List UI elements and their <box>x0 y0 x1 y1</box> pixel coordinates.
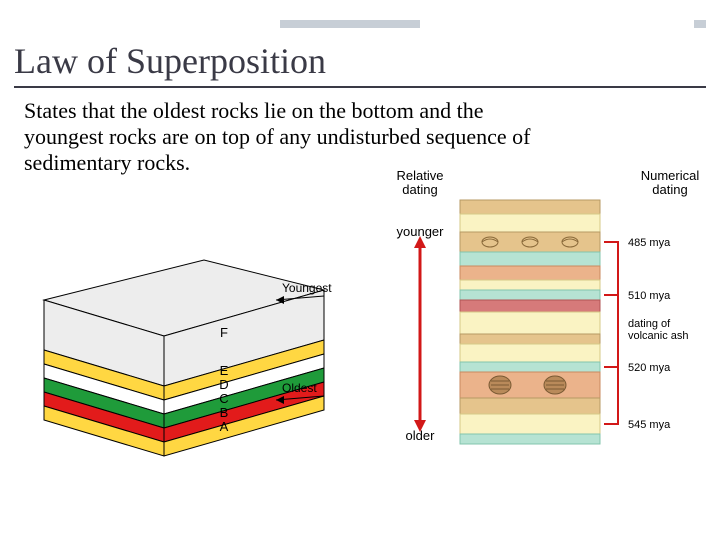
svg-text:Youngest: Youngest <box>282 281 332 295</box>
svg-text:Relative: Relative <box>397 168 444 183</box>
svg-text:dating: dating <box>402 182 437 197</box>
svg-text:E: E <box>220 363 229 378</box>
svg-text:D: D <box>219 377 228 392</box>
accent-bar-right <box>694 20 706 28</box>
title-underline <box>14 86 706 88</box>
svg-text:B: B <box>220 405 229 420</box>
svg-text:volcanic ash: volcanic ash <box>628 330 689 342</box>
block-diagram: F EDCBA Youngest Oldest <box>24 240 364 480</box>
svg-text:dating of: dating of <box>628 318 671 330</box>
svg-text:545 mya: 545 mya <box>628 419 671 431</box>
svg-text:F: F <box>220 325 228 340</box>
slide-title: Law of Superposition <box>14 40 326 82</box>
svg-text:510 mya: 510 mya <box>628 290 671 302</box>
slide-body-text: States that the oldest rocks lie on the … <box>24 98 564 176</box>
svg-text:Numerical: Numerical <box>641 168 700 183</box>
svg-text:Oldest: Oldest <box>282 381 317 395</box>
accent-bar-left <box>280 20 420 28</box>
svg-text:dating: dating <box>652 182 687 197</box>
svg-text:C: C <box>219 391 228 406</box>
svg-text:520 mya: 520 mya <box>628 362 671 374</box>
svg-text:485 mya: 485 mya <box>628 237 671 249</box>
svg-text:A: A <box>220 419 229 434</box>
strata-diagram: RelativedatingNumericaldatingyoungerolde… <box>380 168 710 508</box>
